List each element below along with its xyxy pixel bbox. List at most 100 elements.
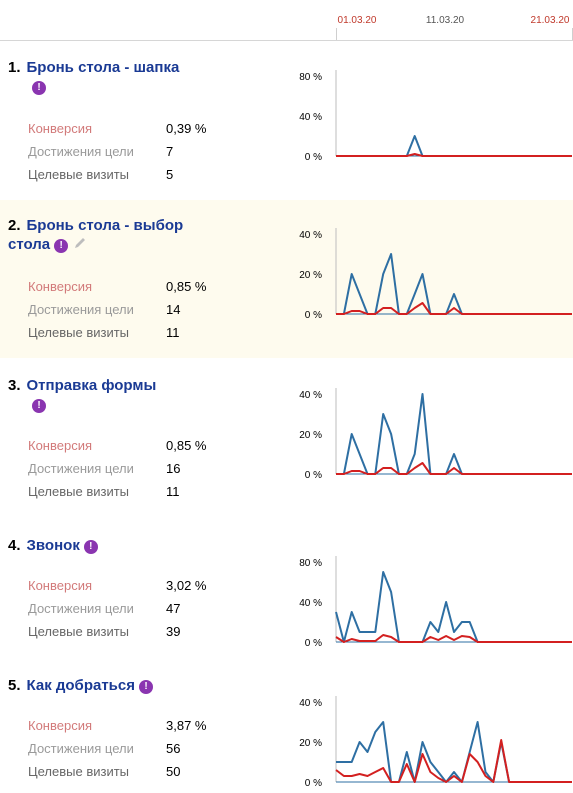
series-line-visits [336, 462, 572, 475]
date-label-start: 01.03.20 [337, 15, 377, 26]
visits-value: 50 [166, 764, 181, 779]
y-tick-label: 40 % [299, 230, 322, 241]
y-tick-label: 20 % [299, 430, 322, 441]
warning-icon[interactable]: ! [54, 239, 69, 253]
conversion-label: Конверсия [28, 121, 93, 136]
conversion-value: 0,85 % [166, 279, 207, 294]
visits-row: Целевые визиты 5 [28, 163, 228, 186]
achievements-row: Достижения цели 16 [28, 457, 228, 480]
conversion-row: Конверсия 0,85 % [28, 434, 228, 457]
conversion-row: Конверсия 3,02 % [28, 574, 228, 597]
conversion-value: 0,85 % [166, 438, 207, 453]
goal-number: 4. [8, 537, 21, 554]
y-tick-label: 0 % [305, 778, 322, 789]
goal-item: 4. Звонок! Конверсия 3,02 % Достижения цел… [0, 530, 573, 670]
conversion-label: Конверсия [28, 718, 93, 733]
pencil-icon[interactable] [73, 236, 87, 255]
y-tick-label: 20 % [299, 270, 322, 281]
visits-row: Целевые визиты 39 [28, 620, 228, 643]
goal-number: 5. [8, 677, 21, 694]
series-line-visits [336, 153, 572, 157]
conversion-value: 3,87 % [166, 718, 207, 733]
visits-value: 39 [166, 624, 181, 639]
goal-chart: 0 % 20 % 40 % [299, 228, 572, 321]
date-tick [336, 28, 337, 40]
achievements-label: Достижения цели [28, 601, 134, 616]
goal-metrics: Конверсия 3,02 % Достижения цели 47 Целевы… [28, 574, 228, 643]
goal-name-link[interactable]: Как добраться [26, 677, 135, 694]
series-line-visits [335, 634, 572, 643]
y-tick-label: 80 % [299, 558, 322, 569]
y-tick-label: 0 % [305, 152, 322, 163]
date-axis-header: 01.03.20 11.03.20 21.03.20 [0, 0, 573, 41]
y-tick-label: 40 % [299, 598, 322, 609]
visits-label: Целевые визиты [28, 624, 130, 639]
goal-metrics: Конверсия 3,87 % Достижения цели 56 Целевы… [28, 714, 228, 783]
visits-label: Целевые визиты [28, 484, 130, 499]
visits-row: Целевые визиты 11 [28, 321, 228, 344]
y-tick-label: 40 % [299, 112, 322, 123]
achievements-row: Достижения цели 7 [28, 140, 228, 163]
goal-metrics: Конверсия 0,85 % Достижения цели 16 Целевы… [28, 434, 228, 503]
goal-chart: 0 % 20 % 40 % [299, 388, 572, 481]
goal-title: 2. Бронь стола - выбор стола! [8, 216, 228, 255]
goal-name-link[interactable]: Отправка формы [26, 377, 157, 394]
visits-value: 11 [166, 325, 180, 340]
goal-metrics: Конверсия 0,39 % Достижения цели 7 Целевые… [28, 117, 228, 186]
achievements-value: 16 [166, 461, 181, 476]
conversion-row: Конверсия 0,85 % [28, 275, 228, 298]
goal-name-link[interactable]: Звонок [26, 537, 80, 554]
visits-value: 11 [166, 484, 180, 499]
conversion-label: Конверсия [28, 279, 93, 294]
achievements-value: 47 [166, 601, 181, 616]
goal-item: 3. Отправка формы! Конверсия 0,85 % Достиж… [0, 370, 573, 510]
visits-label: Целевые визиты [28, 764, 130, 779]
conversion-row: Конверсия 3,87 % [28, 714, 228, 737]
goal-item: 2. Бронь стола - выбор стола! Конверсия 0,… [0, 200, 573, 358]
conversion-value: 0,39 % [166, 121, 207, 136]
goal-name-link[interactable]: Бронь стола - выбор стола [8, 217, 184, 253]
goal-number: 1. [8, 59, 21, 76]
goal-chart: 0 % 40 % 80 % [299, 556, 572, 649]
visits-label: Целевые визиты [28, 167, 130, 182]
conversion-label: Конверсия [28, 438, 93, 453]
achievements-label: Достижения цели [28, 461, 134, 476]
y-tick-label: 0 % [305, 638, 322, 649]
achievements-value: 7 [166, 144, 174, 159]
y-tick-label: 20 % [299, 738, 322, 749]
y-tick-label: 0 % [305, 310, 322, 321]
y-tick-label: 40 % [299, 698, 322, 709]
series-line-achievements [335, 571, 572, 643]
goal-title: 4. Звонок! [8, 536, 228, 555]
goal-title: 1. Бронь стола - шапка! [8, 58, 228, 96]
date-label-mid: 11.03.20 [425, 15, 465, 26]
goal-chart: 0 % 20 % 40 % [299, 696, 572, 789]
achievements-label: Достижения цели [28, 144, 134, 159]
achievements-value: 56 [166, 741, 181, 756]
goal-number: 2. [8, 217, 21, 234]
series-line-visits [335, 739, 572, 783]
warning-icon[interactable]: ! [83, 540, 98, 554]
achievements-row: Достижения цели 14 [28, 298, 228, 321]
conversion-row: Конверсия 0,39 % [28, 117, 228, 140]
achievements-value: 14 [166, 302, 181, 317]
goal-title: 5. Как добраться! [8, 676, 228, 695]
series-line-achievements [336, 253, 572, 315]
goal-title: 3. Отправка формы! [8, 376, 228, 414]
goal-name-link[interactable]: Бронь стола - шапка [26, 59, 180, 76]
visits-value: 5 [166, 167, 174, 182]
conversion-value: 3,02 % [166, 578, 207, 593]
achievements-row: Достижения цели 47 [28, 597, 228, 620]
warning-icon[interactable]: ! [139, 680, 153, 694]
warning-icon[interactable]: ! [32, 81, 46, 95]
visits-row: Целевые визиты 11 [28, 480, 228, 503]
achievements-label: Достижения цели [28, 741, 134, 756]
date-label-end: 21.03.20 [530, 15, 570, 26]
achievements-row: Достижения цели 56 [28, 737, 228, 760]
series-line-visits [336, 302, 572, 315]
y-tick-label: 40 % [299, 390, 322, 401]
achievements-label: Достижения цели [28, 302, 134, 317]
conversion-label: Конверсия [28, 578, 93, 593]
goal-metrics: Конверсия 0,85 % Достижения цели 14 Целевы… [28, 275, 228, 344]
warning-icon[interactable]: ! [32, 399, 46, 413]
